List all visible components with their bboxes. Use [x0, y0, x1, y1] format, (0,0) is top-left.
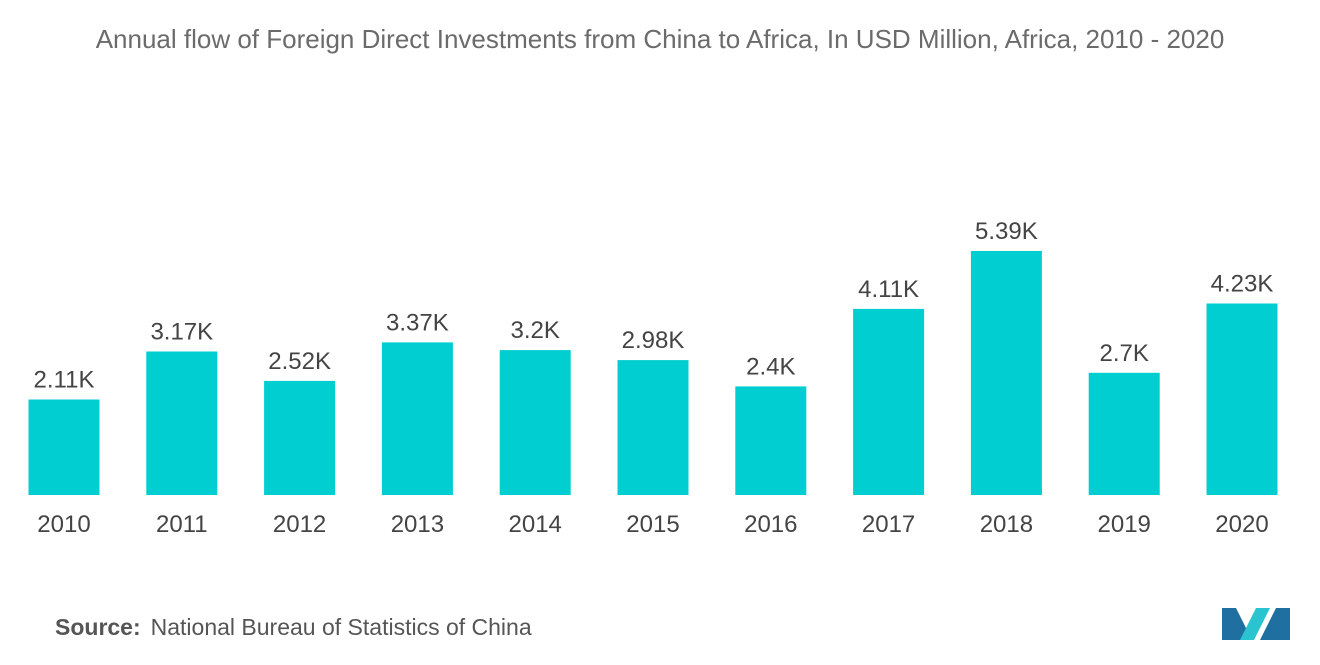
bar-value-label-2014: 3.2K — [511, 317, 560, 344]
bar-2016 — [735, 386, 806, 495]
x-tick-label-2018: 2018 — [980, 511, 1033, 538]
bar-2015 — [618, 360, 689, 495]
bar-value-label-2010: 2.11K — [34, 367, 95, 394]
bar-value-label-2016: 2.4K — [746, 353, 795, 380]
source-note: Source: National Bureau of Statistics of … — [55, 614, 532, 641]
bar-2014 — [500, 350, 571, 495]
x-tick-label-2012: 2012 — [273, 511, 326, 538]
bar-value-label-2018: 5.39K — [975, 218, 1038, 245]
bar-2019 — [1089, 373, 1160, 495]
x-tick-label-2014: 2014 — [509, 511, 562, 538]
source-value: National Bureau of Statistics of China — [151, 614, 532, 640]
mordor-intelligence-logo-icon — [1222, 604, 1290, 640]
bar-value-label-2013: 3.37K — [386, 309, 449, 336]
x-tick-label-2015: 2015 — [626, 511, 679, 538]
bars-group — [29, 251, 1278, 495]
x-tick-label-2017: 2017 — [862, 511, 915, 538]
bar-value-label-2011: 3.17K — [150, 319, 213, 346]
x-tick-label-2010: 2010 — [37, 511, 90, 538]
bar-2011 — [146, 352, 217, 496]
x-tick-labels-group: 2010 2011 2012 2013 2014 2015 2016 2017 2018 2019… — [37, 511, 1268, 538]
x-tick-label-2013: 2013 — [391, 511, 444, 538]
source-key: Source: — [55, 614, 141, 640]
bar-value-label-2012: 2.52K — [268, 348, 331, 375]
x-tick-label-2019: 2019 — [1098, 511, 1151, 538]
bar-value-label-2015: 2.98K — [622, 327, 685, 354]
bar-value-label-2020: 4.23K — [1211, 271, 1274, 298]
x-tick-label-2020: 2020 — [1215, 511, 1268, 538]
bar-chart: 2.11K 3.17K 2.52K 3.37K 3.2K 2.98K 2.4K 4.11K 5.… — [0, 0, 1320, 560]
bar-2012 — [264, 381, 335, 495]
bar-value-label-2017: 4.11K — [858, 276, 919, 303]
x-tick-label-2011: 2011 — [156, 511, 208, 538]
bar-2017 — [853, 309, 924, 495]
bar-2020 — [1207, 304, 1278, 496]
x-tick-label-2016: 2016 — [744, 511, 797, 538]
bar-value-label-2019: 2.7K — [1100, 340, 1149, 367]
bar-2010 — [29, 400, 100, 496]
bar-2018 — [971, 251, 1042, 495]
bar-2013 — [382, 342, 453, 495]
